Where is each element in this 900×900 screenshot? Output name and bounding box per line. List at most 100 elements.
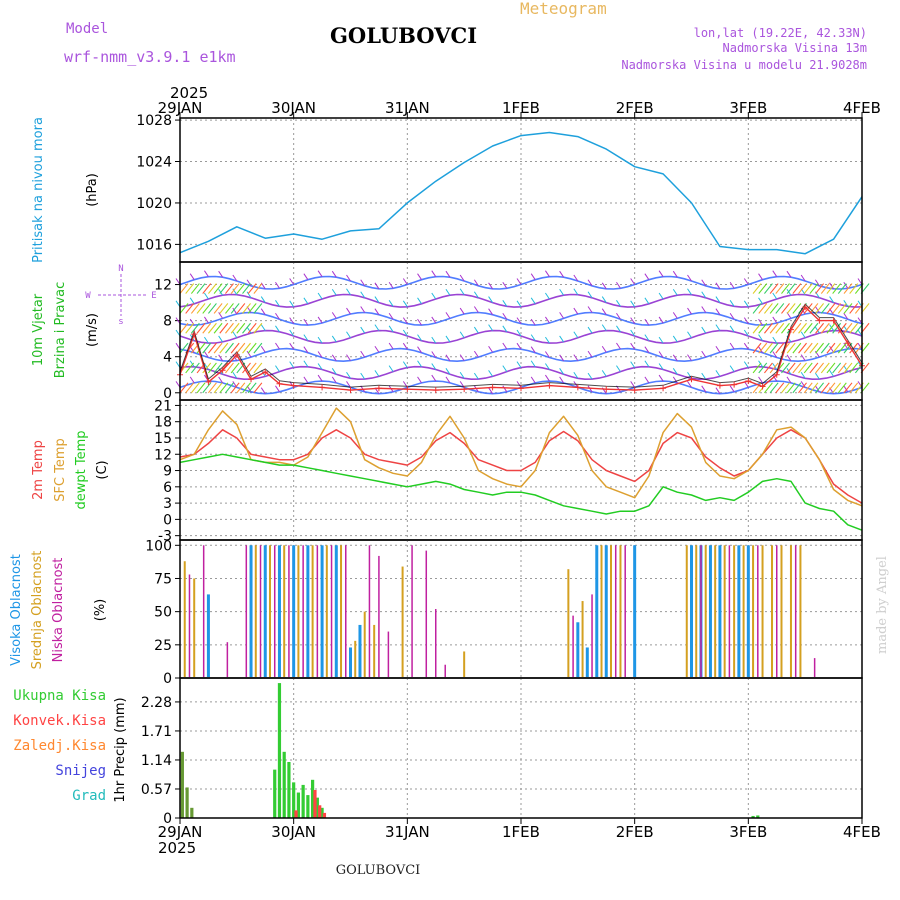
wind-arrow	[769, 382, 779, 394]
wind-barb	[587, 279, 593, 287]
wind-barb	[701, 306, 707, 313]
wind-barb	[772, 374, 778, 382]
wind-barb	[346, 354, 351, 361]
wind-barb	[687, 354, 692, 361]
wind-barb	[545, 270, 550, 277]
wind-speed-point	[603, 386, 610, 393]
cloud-bar-low	[368, 545, 371, 677]
wind-barb	[814, 326, 820, 334]
wind-barb	[516, 342, 522, 350]
wind-barb	[275, 385, 280, 393]
wind-arrow	[843, 303, 853, 314]
wind-barb	[260, 296, 266, 303]
wind-barb	[573, 371, 579, 379]
cloud-bar-high	[737, 545, 741, 677]
wind-arrow	[832, 303, 842, 314]
wind-barb	[260, 345, 266, 353]
wind-barb	[545, 292, 550, 300]
wind-arrow	[786, 283, 796, 294]
cloud-bar-low	[202, 545, 205, 677]
wind-arrow	[764, 342, 773, 354]
temp-ytick-label: 9	[163, 464, 172, 480]
cloud-bar-low	[188, 574, 191, 677]
footer-title: GOLUBOVCI	[336, 863, 421, 878]
cloud-bar-mid	[600, 545, 603, 677]
wind-arrow	[815, 322, 825, 334]
precip-bar-total	[751, 815, 755, 818]
wind-arrow	[213, 362, 223, 374]
wind-barb	[246, 350, 252, 358]
cloud-bar-mid	[714, 545, 717, 677]
wind-barb	[772, 351, 778, 358]
wind-arrow	[758, 362, 768, 374]
cloud-bar-low	[614, 545, 617, 677]
wind-barb	[204, 351, 209, 358]
cloud-bar-mid	[789, 545, 792, 677]
wind-barb	[644, 360, 650, 368]
temp-ytick-label: 6	[163, 480, 172, 496]
wind-speed-point	[816, 317, 823, 324]
wind-arrow	[230, 322, 240, 334]
wind-barb	[459, 371, 465, 379]
wind-arrow	[242, 322, 251, 334]
wind-arrow	[196, 283, 206, 294]
wind-arrow	[236, 362, 246, 374]
wind-barb	[587, 350, 593, 358]
cloud-bar-low	[776, 545, 778, 677]
temp-ytick-label: 3	[163, 496, 172, 512]
wind-barb	[715, 296, 721, 303]
wind-barb	[374, 345, 380, 353]
wind-barb	[687, 288, 692, 296]
cloud-bar-low	[345, 545, 347, 677]
wind-arrow	[775, 342, 785, 354]
wind-arrow	[781, 362, 790, 374]
wind-speed-point	[802, 304, 809, 311]
wind-barb	[473, 306, 479, 313]
wind-barb	[687, 307, 692, 315]
wind-barb	[829, 282, 834, 290]
wind-barb	[388, 313, 394, 320]
wind-barb	[388, 365, 394, 372]
wind-barb	[204, 363, 209, 370]
cloud-bar-mid	[254, 545, 257, 677]
wind-arrow	[225, 303, 234, 314]
wind-arrow	[185, 382, 195, 394]
wind-barb	[743, 329, 749, 337]
wind-ylabel-2: Brzina i Pravac	[53, 282, 68, 379]
wind-arrow	[803, 283, 813, 294]
wind-barb	[473, 350, 479, 358]
cloud-bar-high	[576, 622, 580, 677]
wind-barb	[402, 342, 408, 350]
wind-barb	[417, 273, 422, 280]
wind-barb	[331, 270, 337, 278]
cloud-bar-mid	[723, 545, 726, 677]
wind-barb	[374, 308, 380, 315]
wind-barb	[800, 381, 806, 388]
wind-speed-point	[191, 331, 198, 338]
x-tick-label-bottom: 1FEB	[502, 823, 540, 841]
wind-barb	[317, 351, 323, 358]
wind-barb	[601, 324, 607, 331]
wind-barb	[346, 381, 351, 388]
wind-arrow	[225, 382, 234, 394]
wind-ylabel-1: 10m Vjetar	[31, 293, 46, 366]
precip-bar-total	[311, 779, 315, 818]
wind-barb	[658, 292, 664, 300]
cloud-bar-low	[259, 545, 262, 677]
wind-barb	[317, 363, 323, 370]
wind-arrow	[832, 322, 842, 334]
wind-arrow	[758, 322, 768, 334]
wind-arrow	[803, 342, 813, 354]
wind-barb	[303, 318, 309, 326]
cloud-bar-high	[249, 545, 253, 677]
wind-barb	[388, 325, 394, 333]
wind-arrow	[219, 303, 229, 314]
wind-arrow	[837, 322, 847, 334]
wind-arrow	[826, 322, 836, 334]
wind-barb	[488, 308, 493, 315]
wind-barb	[502, 313, 508, 320]
precip-bar-total	[301, 784, 305, 818]
wind-speed-point	[375, 385, 382, 392]
temp-line-2	[179, 453, 863, 531]
precip-bar-total	[185, 787, 189, 818]
